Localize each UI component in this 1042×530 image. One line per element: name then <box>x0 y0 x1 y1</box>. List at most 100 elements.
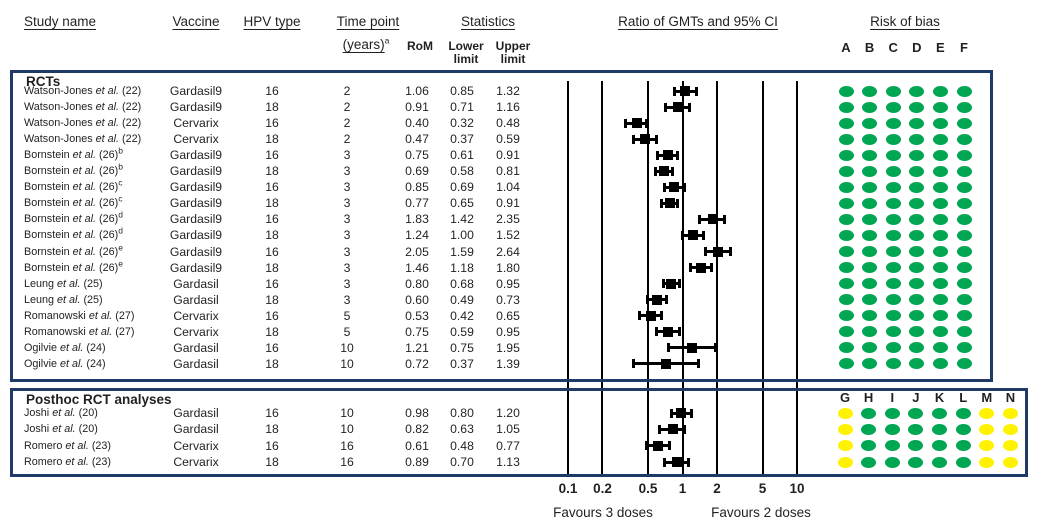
risk-of-bias-dot-H <box>861 423 877 435</box>
vaccine-cell: Gardasil <box>173 406 219 420</box>
ci-upper-cap <box>678 279 682 289</box>
time-point-cell: 10 <box>340 406 354 420</box>
study-etal-text: et al. <box>95 101 120 114</box>
rom-marker <box>707 214 718 225</box>
time-point-unit-text: (years) <box>342 37 385 52</box>
ci-upper-value: 2.35 <box>496 212 520 227</box>
ci-upper-cap <box>644 118 648 128</box>
study-name-text: Bornstein <box>24 213 73 226</box>
time-point-cell: 2 <box>343 116 351 131</box>
ci-upper-cap <box>710 263 714 273</box>
ci-lower-value: 0.71 <box>450 100 474 115</box>
rom-marker <box>671 457 682 468</box>
x-tick-label: 5 <box>758 481 767 496</box>
ci-upper-value: 0.73 <box>496 292 520 307</box>
time-point-cell: 10 <box>340 422 354 437</box>
study-name-cell: Bornstein et al. (26)b <box>24 146 123 162</box>
risk-of-bias-dot-B <box>862 101 878 113</box>
vaccine-cell: Gardasil <box>173 422 219 437</box>
study-name-cell: Bornstein et al. (26)c <box>24 178 123 194</box>
ci-upper-value: 0.81 <box>496 164 520 179</box>
ci-upper-value: 1.16 <box>496 100 520 115</box>
x-tick-label: 1 <box>678 481 687 496</box>
risk-of-bias-dot-A <box>838 294 854 306</box>
hpv-type-cell: 16 <box>265 438 279 453</box>
study-name-text: Leung <box>24 277 58 290</box>
rom-marker <box>639 134 650 145</box>
study-name-text: Bornstein <box>24 165 73 178</box>
ci-lower-value: 1.00 <box>450 228 474 243</box>
ci-lower-value: 0.69 <box>450 180 474 195</box>
time-point-cell: 10 <box>340 356 354 371</box>
section-label-posthoc: Posthoc RCT analyses <box>26 392 172 407</box>
ci-upper-value: 0.77 <box>496 438 520 453</box>
risk-of-bias-dot-D <box>909 181 925 193</box>
risk-of-bias-dot-H <box>861 440 877 452</box>
rom-marker <box>669 182 680 193</box>
bias-column-label-C: C <box>888 40 898 55</box>
study-name-text: Romanowski <box>24 325 89 338</box>
risk-of-bias-dot-B <box>862 310 878 322</box>
risk-of-bias-dot-F <box>956 165 972 177</box>
study-name-text: Bornstein <box>24 245 73 258</box>
time-point-cell: 16 <box>340 438 354 453</box>
study-name-text: Ogilvie <box>24 341 61 354</box>
risk-of-bias-dot-D <box>909 117 925 129</box>
risk-of-bias-dot-A <box>838 342 854 354</box>
risk-of-bias-dot-F <box>956 149 972 161</box>
risk-of-bias-dot-C <box>885 133 901 145</box>
risk-of-bias-dot-C <box>885 262 901 274</box>
ci-lower-cap <box>672 86 676 96</box>
ci-upper-value: 1.52 <box>496 228 520 243</box>
ci-lower-cap <box>669 408 673 418</box>
rom-marker <box>676 408 687 418</box>
rom-value: 0.85 <box>405 180 429 195</box>
gridline-0.1 <box>567 81 569 477</box>
vaccine-cell: Gardasil <box>173 276 219 291</box>
ci-lower-value: 1.18 <box>450 260 474 275</box>
col-header-time-point: Time point <box>336 14 400 29</box>
study-reference-number: (27) <box>112 309 135 322</box>
ci-lower-cap <box>645 295 649 305</box>
risk-of-bias-dot-C <box>885 278 901 290</box>
bias-column-label-J: J <box>912 390 920 405</box>
vaccine-cell: Cervarix <box>173 324 219 339</box>
study-etal-text: et al. <box>72 245 97 258</box>
col-header-statistics: Statistics <box>460 14 516 29</box>
study-reference-number: (25) <box>80 277 103 290</box>
risk-of-bias-dot-B <box>862 342 878 354</box>
study-name-text: Bornstein <box>24 181 73 194</box>
hpv-type-cell: 18 <box>265 292 279 307</box>
hpv-type-cell: 18 <box>265 100 279 115</box>
risk-of-bias-dot-F <box>956 101 972 113</box>
risk-of-bias-dot-F <box>956 294 972 306</box>
risk-of-bias-dot-F <box>956 262 972 274</box>
bias-column-label-N: N <box>1005 390 1016 405</box>
risk-of-bias-dot-E <box>932 149 948 161</box>
risk-of-bias-dot-C <box>885 310 901 322</box>
rom-value: 0.47 <box>405 132 429 147</box>
risk-of-bias-dot-B <box>862 117 878 129</box>
study-name-cell: Ogilvie et al. (24) <box>24 357 106 371</box>
risk-of-bias-dot-E <box>932 213 948 225</box>
vaccine-cell: Cervarix <box>173 116 219 131</box>
hpv-type-cell: 16 <box>265 276 279 291</box>
hpv-type-cell: 16 <box>265 406 279 420</box>
bias-column-label-L: L <box>959 390 968 405</box>
risk-of-bias-dot-G <box>837 456 853 468</box>
time-point-cell: 3 <box>343 292 351 307</box>
risk-of-bias-dot-D <box>909 85 925 97</box>
rom-value: 0.60 <box>405 292 429 307</box>
hpv-type-cell: 16 <box>265 180 279 195</box>
vaccine-cell: Gardasil <box>173 292 219 307</box>
risk-of-bias-dot-E <box>932 326 948 338</box>
col-header-rom: RoM <box>407 39 433 53</box>
ci-lower-value: 0.49 <box>450 292 474 307</box>
risk-of-bias-dot-D <box>909 101 925 113</box>
study-name-text: Bornstein <box>24 261 73 274</box>
study-reference-number: (24) <box>83 357 106 370</box>
risk-of-bias-dot-E <box>932 342 948 354</box>
study-reference-number: (20) <box>75 407 98 419</box>
time-point-cell: 2 <box>343 84 351 98</box>
